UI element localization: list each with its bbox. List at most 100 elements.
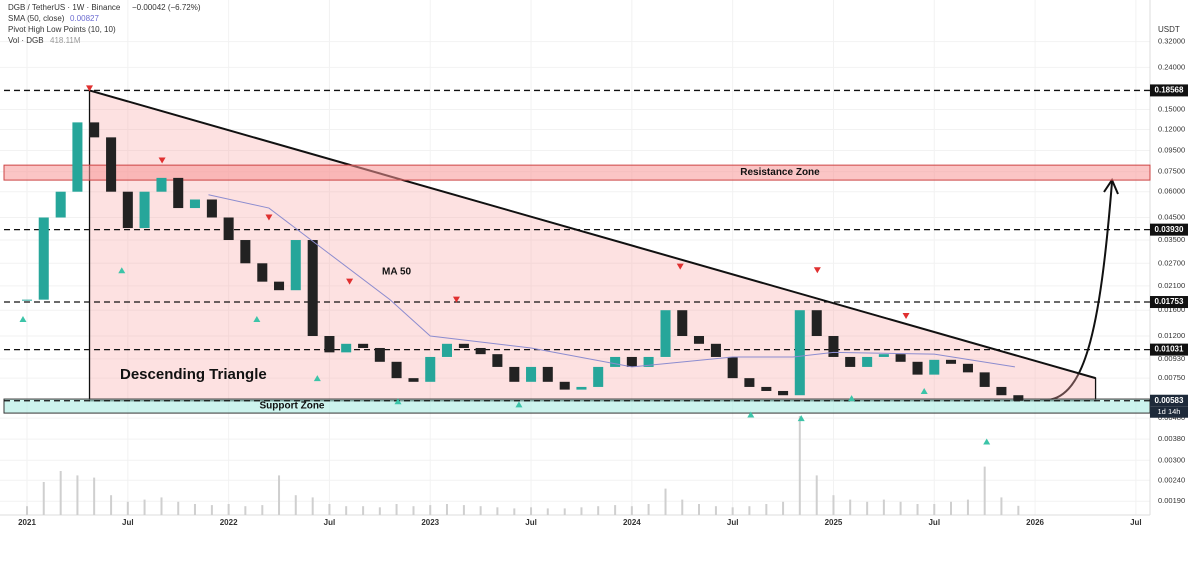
volume-bar — [429, 505, 432, 515]
candle — [257, 263, 268, 282]
pivot-high — [813, 267, 821, 274]
volume-bar — [479, 506, 482, 515]
volume-bar — [966, 499, 969, 515]
pivot-low — [253, 316, 261, 323]
candle — [811, 310, 822, 337]
resistance-zone — [3, 164, 1151, 181]
volume-bar — [546, 508, 549, 515]
candle — [358, 343, 369, 348]
candle — [55, 191, 66, 218]
candle — [828, 336, 839, 357]
candle — [189, 199, 200, 209]
volume-bar — [916, 504, 919, 515]
candle — [274, 281, 285, 291]
y-tick-label: 0.04500 — [1158, 212, 1185, 221]
candle — [324, 336, 335, 353]
pivot-low — [394, 398, 402, 405]
candle — [458, 343, 469, 348]
pivot-low — [983, 438, 991, 445]
volume-bar — [580, 507, 583, 515]
candle — [677, 310, 688, 337]
pivot-low — [515, 401, 523, 408]
candle — [374, 347, 385, 362]
volume-bar — [815, 475, 818, 515]
currency: USDT — [1158, 25, 1180, 34]
y-tick-label: 0.01200 — [1158, 331, 1185, 340]
candle — [441, 343, 452, 357]
level-label: 0.01031 — [1155, 345, 1184, 354]
volume-bar — [76, 475, 79, 515]
level-label: 0.03930 — [1155, 225, 1184, 234]
volume-bar — [193, 504, 196, 515]
pivot-low — [313, 375, 321, 382]
candle — [526, 366, 537, 382]
candle — [929, 359, 940, 375]
volume-bar — [597, 506, 600, 515]
triangle-label: Descending Triangle — [120, 366, 267, 383]
y-tick-label: 0.01600 — [1158, 305, 1185, 314]
volume-bar — [765, 504, 768, 515]
pivot-low — [848, 395, 856, 402]
candle — [912, 361, 923, 375]
x-tick-label: 2024 — [623, 518, 641, 527]
pivot-high — [158, 157, 166, 164]
candle — [979, 372, 990, 387]
volume-bar — [378, 507, 381, 515]
projection-arrow — [1039, 181, 1113, 402]
volume-bar — [362, 506, 365, 515]
y-tick-label: 0.06000 — [1158, 187, 1185, 196]
candle — [38, 217, 49, 300]
x-tick-label: 2021 — [18, 518, 36, 527]
y-tick-label: 0.00930 — [1158, 354, 1185, 363]
pivot-low — [920, 387, 928, 394]
x-tick-label: Jul — [324, 518, 336, 527]
volume-bar — [26, 506, 29, 515]
volume-bar — [496, 507, 499, 515]
volume-bar — [278, 475, 281, 515]
level-label: 0.00583 — [1155, 396, 1184, 405]
candle — [307, 240, 318, 337]
volume-bar — [714, 506, 717, 515]
level-box — [1150, 84, 1188, 97]
level-label: 0.01753 — [1155, 297, 1184, 306]
candle — [761, 386, 772, 391]
pivot-high — [265, 214, 273, 221]
volume-bar — [160, 497, 163, 515]
volume-bar — [681, 499, 684, 515]
y-tick-label: 0.09500 — [1158, 145, 1185, 154]
level-label: 0.18568 — [1155, 86, 1184, 95]
volume-bar — [110, 495, 113, 515]
candle — [962, 363, 973, 373]
candle — [710, 343, 721, 357]
x-tick-label: Jul — [122, 518, 134, 527]
x-tick-label: Jul — [727, 518, 739, 527]
volume-bar — [294, 495, 297, 515]
sma-name: SMA (50, close) — [8, 14, 65, 23]
level-box — [1150, 343, 1188, 356]
candle — [626, 356, 637, 367]
candle — [945, 359, 957, 364]
volume-bar — [328, 504, 331, 515]
volume-bar — [244, 506, 247, 515]
candle — [290, 240, 301, 291]
pivot-name: Pivot High Low Points (10, 10) — [8, 25, 116, 34]
volume-bar — [143, 499, 146, 515]
candle — [862, 356, 873, 367]
triangle-top — [89, 89, 1096, 380]
candle — [106, 137, 117, 192]
candle — [223, 217, 234, 241]
candle — [206, 199, 217, 218]
support-zone-label: Support Zone — [260, 401, 325, 412]
x-tick-label: Jul — [525, 518, 537, 527]
volume-bar — [748, 506, 751, 515]
volume-bar — [832, 495, 835, 515]
x-tick-label: 2025 — [825, 518, 843, 527]
volume-bar — [345, 506, 348, 515]
volume-bar — [42, 482, 45, 515]
volume-bar — [311, 497, 314, 515]
sma-value: 0.00827 — [70, 14, 99, 23]
candle — [794, 310, 805, 396]
y-tick-label: 0.07500 — [1158, 167, 1185, 176]
volume-bar — [614, 505, 617, 515]
y-tick-label: 0.24000 — [1158, 62, 1185, 71]
